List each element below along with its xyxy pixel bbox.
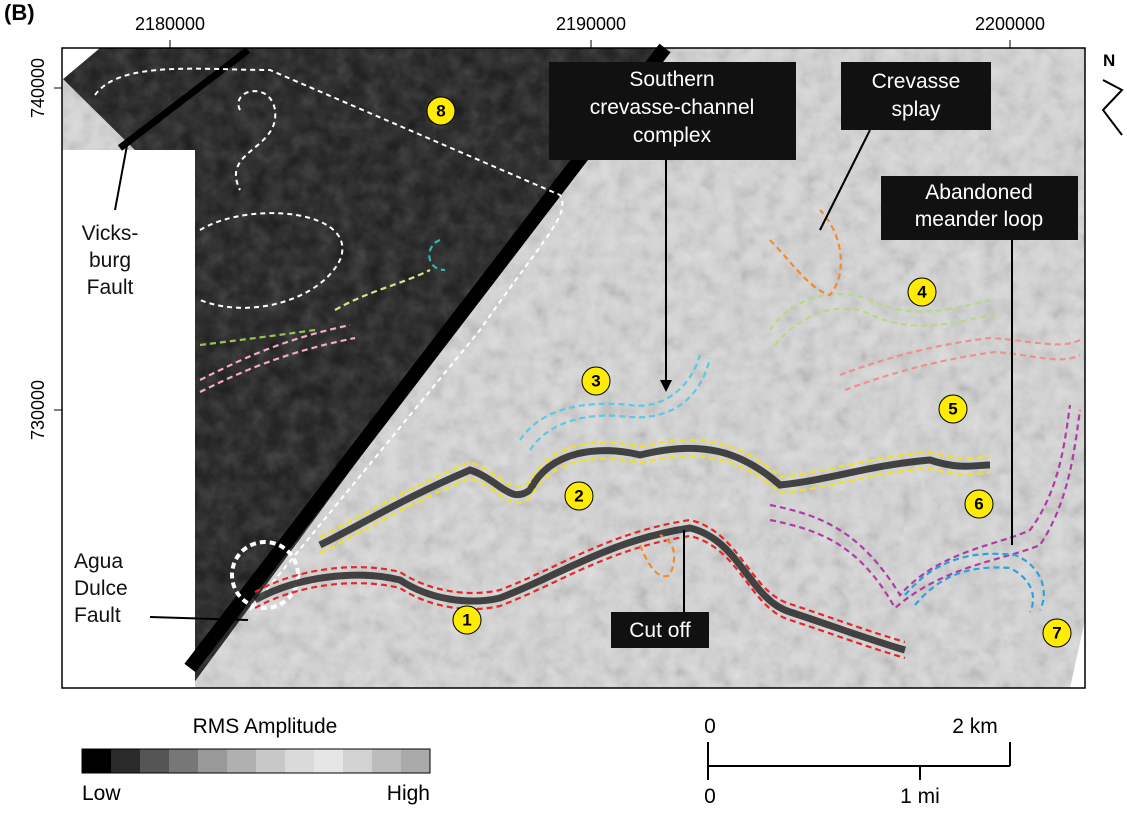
legend-title: RMS Amplitude — [193, 715, 338, 738]
y-coord: 730000 — [28, 380, 48, 440]
scale-label: 1 mi — [900, 785, 940, 808]
marker-number: 1 — [462, 610, 471, 629]
ramp-swatch — [140, 749, 170, 773]
y-coord: 740000 — [28, 58, 48, 118]
scale-label: 0 — [704, 715, 716, 738]
ramp-swatch — [82, 749, 112, 773]
ramp-swatch — [372, 749, 402, 773]
north-arrow: N — [1103, 51, 1115, 70]
marker-number: 4 — [917, 282, 927, 301]
marker-number: 6 — [974, 494, 983, 513]
scale-label: 2 km — [952, 715, 998, 738]
marker-number: 3 — [591, 371, 600, 390]
figure: (B) — [0, 0, 1127, 813]
ramp-swatch — [401, 749, 431, 773]
x-coord: 2190000 — [556, 14, 626, 34]
panel-label: (B) — [4, 0, 35, 25]
marker-number: 2 — [574, 486, 583, 505]
north-arrow-shape — [1103, 80, 1122, 135]
ramp-swatch — [343, 749, 373, 773]
marker-number: 8 — [436, 101, 445, 120]
amplitude-ramp — [82, 749, 431, 773]
marker-number: 7 — [1052, 623, 1061, 642]
legend-low: Low — [82, 782, 121, 805]
x-coord: 2180000 — [135, 14, 205, 34]
legend-high: High — [387, 782, 430, 805]
ramp-swatch — [256, 749, 286, 773]
ramp-swatch — [169, 749, 199, 773]
ramp-swatch — [285, 749, 315, 773]
scale-label: 0 — [704, 785, 716, 808]
ramp-swatch — [314, 749, 344, 773]
ramp-swatch — [198, 749, 228, 773]
x-coord: 2200000 — [975, 14, 1045, 34]
ramp-swatch — [111, 749, 141, 773]
marker-number: 5 — [948, 399, 957, 418]
callout-text: Cut off — [629, 619, 691, 642]
ramp-swatch — [227, 749, 257, 773]
